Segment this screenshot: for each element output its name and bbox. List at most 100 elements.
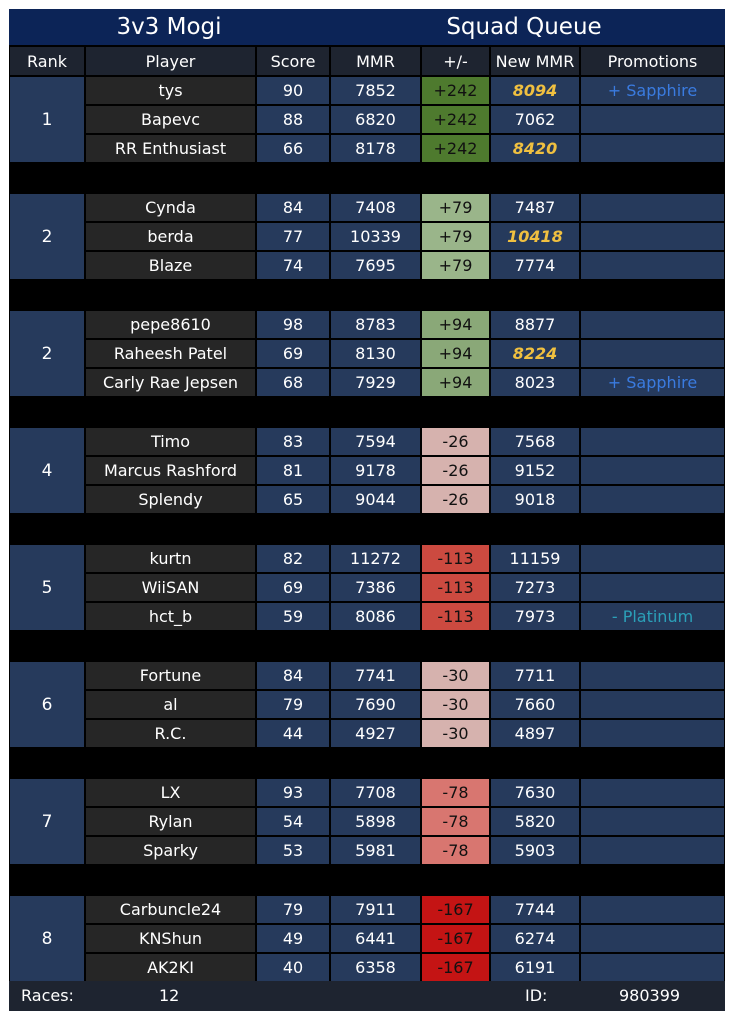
promotion-cell [580, 953, 725, 982]
new-mmr-cell: 8420 [490, 134, 580, 163]
player-name: KNShun [85, 924, 256, 953]
rank-cell: 7 [9, 778, 85, 865]
rank-cell: 2 [9, 193, 85, 280]
score-cell: 53 [256, 836, 330, 865]
new-mmr-cell: 6274 [490, 924, 580, 953]
promotion-cell [580, 778, 725, 807]
player-name: tys [85, 76, 256, 105]
mmr-cell: 7708 [330, 778, 421, 807]
header-rank: Rank [9, 46, 85, 76]
delta-cell: -113 [421, 602, 490, 631]
promotion-cell [580, 222, 725, 251]
new-mmr-cell: 9018 [490, 485, 580, 514]
format-title: 3v3 Mogi [116, 14, 222, 40]
delta-cell: -113 [421, 544, 490, 573]
promotion-cell: + Sapphire [580, 368, 725, 397]
rank-cell: 1 [9, 76, 85, 163]
delta-cell: -78 [421, 807, 490, 836]
new-mmr-cell: 6191 [490, 953, 580, 982]
promotion-cell [580, 251, 725, 280]
score-cell: 40 [256, 953, 330, 982]
delta-cell: -167 [421, 895, 490, 924]
header-promotions: Promotions [580, 46, 725, 76]
score-cell: 90 [256, 76, 330, 105]
score-cell: 66 [256, 134, 330, 163]
player-name: pepe8610 [85, 310, 256, 339]
player-name: kurtn [85, 544, 256, 573]
promotion-cell [580, 895, 725, 924]
score-cell: 79 [256, 690, 330, 719]
delta-cell: +94 [421, 339, 490, 368]
promotion-cell [580, 105, 725, 134]
promotion-cell [580, 573, 725, 602]
new-mmr-cell: 7568 [490, 427, 580, 456]
player-name: Marcus Rashford [85, 456, 256, 485]
delta-cell: -113 [421, 573, 490, 602]
mmr-cell: 8178 [330, 134, 421, 163]
mmr-cell: 7408 [330, 193, 421, 222]
new-mmr-cell: 11159 [490, 544, 580, 573]
player-name: R.C. [85, 719, 256, 748]
score-cell: 49 [256, 924, 330, 953]
new-mmr-cell: 5903 [490, 836, 580, 865]
delta-cell: +242 [421, 76, 490, 105]
delta-cell: -26 [421, 427, 490, 456]
promotion-cell [580, 456, 725, 485]
footer-bar: Races: 12 ID: 980399 [9, 981, 725, 1011]
delta-cell: +242 [421, 105, 490, 134]
promotion-cell [580, 719, 725, 748]
races-label: Races: [21, 986, 74, 1005]
mmr-cell: 8086 [330, 602, 421, 631]
score-cell: 88 [256, 105, 330, 134]
new-mmr-cell: 9152 [490, 456, 580, 485]
delta-cell: -78 [421, 778, 490, 807]
delta-cell: -30 [421, 719, 490, 748]
delta-cell: +242 [421, 134, 490, 163]
mmr-cell: 10339 [330, 222, 421, 251]
player-name: Bapevc [85, 105, 256, 134]
player-name: AK2KI [85, 953, 256, 982]
score-cell: 59 [256, 602, 330, 631]
score-cell: 74 [256, 251, 330, 280]
score-cell: 54 [256, 807, 330, 836]
player-name: Blaze [85, 251, 256, 280]
mmr-cell: 9044 [330, 485, 421, 514]
promotion-cell [580, 690, 725, 719]
score-cell: 84 [256, 661, 330, 690]
score-cell: 84 [256, 193, 330, 222]
promotion-cell [580, 544, 725, 573]
promotion-cell: - Platinum [580, 602, 725, 631]
score-cell: 93 [256, 778, 330, 807]
rank-cell: 2 [9, 310, 85, 397]
delta-cell: -30 [421, 690, 490, 719]
mmr-cell: 7911 [330, 895, 421, 924]
delta-cell: -167 [421, 953, 490, 982]
mmr-cell: 7386 [330, 573, 421, 602]
queue-title: Squad Queue [446, 14, 602, 40]
mmr-cell: 7929 [330, 368, 421, 397]
mmr-cell: 9178 [330, 456, 421, 485]
mmr-cell: 7690 [330, 690, 421, 719]
player-name: Raheesh Patel [85, 339, 256, 368]
score-cell: 77 [256, 222, 330, 251]
rank-cell: 8 [9, 895, 85, 982]
rank-cell: 5 [9, 544, 85, 631]
promotion-cell [580, 485, 725, 514]
player-name: Splendy [85, 485, 256, 514]
mmr-cell: 11272 [330, 544, 421, 573]
delta-cell: -26 [421, 485, 490, 514]
new-mmr-cell: 7630 [490, 778, 580, 807]
promotion-cell [580, 134, 725, 163]
promotion-cell [580, 836, 725, 865]
promotion-cell: + Sapphire [580, 76, 725, 105]
rank-cell: 4 [9, 427, 85, 514]
score-cell: 69 [256, 573, 330, 602]
player-name: al [85, 690, 256, 719]
player-name: Carbuncle24 [85, 895, 256, 924]
delta-cell: -30 [421, 661, 490, 690]
new-mmr-cell: 8224 [490, 339, 580, 368]
new-mmr-cell: 10418 [490, 222, 580, 251]
header-delta: +/- [421, 46, 490, 76]
new-mmr-cell: 5820 [490, 807, 580, 836]
mmr-cell: 4927 [330, 719, 421, 748]
